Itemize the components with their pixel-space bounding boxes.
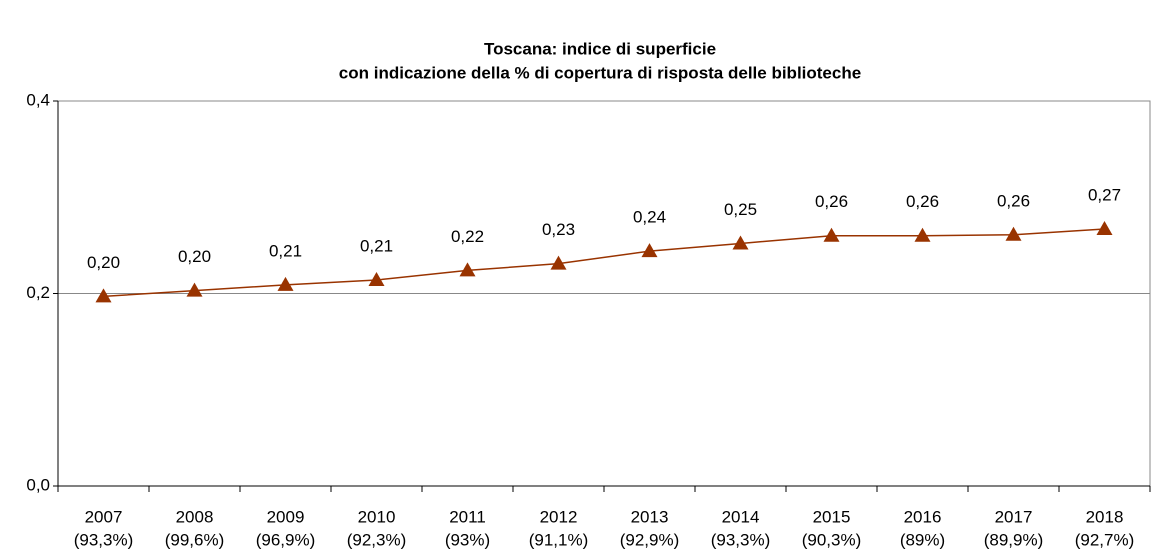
data-label: 0,27 — [1088, 185, 1121, 204]
marker — [1096, 221, 1113, 236]
x-tick-label: 2014 — [722, 507, 760, 526]
data-label: 0,21 — [269, 241, 302, 260]
x-tick-label: 2009 — [267, 507, 305, 526]
data-label: 0,20 — [87, 253, 120, 272]
data-label: 0,25 — [724, 200, 757, 219]
marker — [186, 282, 203, 297]
x-tick-sublabel: (96,9%) — [256, 530, 316, 549]
x-tick-label: 2013 — [631, 507, 669, 526]
marker — [550, 255, 567, 270]
x-tick-label: 2007 — [85, 507, 123, 526]
marker — [914, 227, 931, 242]
x-tick-sublabel: (92,9%) — [620, 530, 680, 549]
data-label: 0,21 — [360, 237, 393, 256]
marker — [277, 276, 294, 291]
marker — [823, 227, 840, 242]
x-tick-sublabel: (89,9%) — [984, 530, 1044, 549]
marker — [95, 288, 112, 303]
data-label: 0,26 — [815, 192, 848, 211]
x-tick-sublabel: (93%) — [445, 530, 490, 549]
x-tick-sublabel: (93,3%) — [74, 530, 134, 549]
x-tick-label: 2012 — [540, 507, 578, 526]
marker — [459, 262, 476, 277]
y-tick-label: 0,0 — [26, 475, 50, 494]
x-tick-label: 2018 — [1086, 507, 1124, 526]
x-tick-sublabel: (99,6%) — [165, 530, 225, 549]
x-tick-label: 2011 — [449, 507, 486, 526]
data-label: 0,23 — [542, 220, 575, 239]
marker — [732, 235, 749, 250]
y-tick-label: 0,4 — [26, 90, 50, 109]
marker — [368, 272, 385, 287]
x-tick-label: 2015 — [813, 507, 851, 526]
x-tick-sublabel: (92,3%) — [347, 530, 407, 549]
series-line — [103, 228, 1105, 298]
x-tick-label: 2010 — [358, 507, 396, 526]
x-tick-sublabel: (92,7%) — [1075, 530, 1135, 549]
x-tick-sublabel: (89%) — [900, 530, 945, 549]
x-tick-label: 2008 — [176, 507, 214, 526]
data-label: 0,26 — [906, 192, 939, 211]
data-label: 0,22 — [451, 227, 484, 246]
data-label: 0,20 — [178, 247, 211, 266]
data-label: 0,26 — [997, 191, 1030, 210]
marker — [641, 243, 658, 258]
chart-title: Toscana: indice di superficie — [484, 39, 716, 58]
y-tick-label: 0,2 — [26, 283, 50, 302]
x-tick-label: 2016 — [904, 507, 942, 526]
data-label: 0,24 — [633, 208, 666, 227]
x-tick-sublabel: (93,3%) — [711, 530, 771, 549]
x-tick-sublabel: (91,1%) — [529, 530, 589, 549]
chart-title: con indicazione della % di copertura di … — [339, 63, 861, 82]
x-tick-sublabel: (90,3%) — [802, 530, 862, 549]
marker — [1005, 226, 1022, 241]
x-tick-label: 2017 — [995, 507, 1033, 526]
